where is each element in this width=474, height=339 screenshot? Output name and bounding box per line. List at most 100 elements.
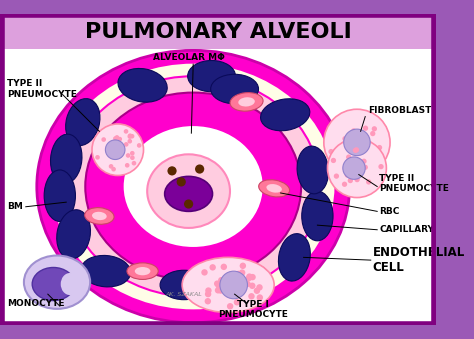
Circle shape (215, 287, 221, 294)
Circle shape (232, 284, 238, 290)
Circle shape (226, 281, 232, 287)
Ellipse shape (57, 210, 91, 259)
Ellipse shape (147, 154, 230, 228)
Ellipse shape (92, 212, 107, 220)
Circle shape (338, 152, 343, 157)
Ellipse shape (111, 145, 128, 155)
Ellipse shape (85, 207, 114, 224)
Circle shape (352, 147, 357, 153)
Ellipse shape (212, 261, 244, 278)
Ellipse shape (118, 68, 167, 102)
Circle shape (356, 163, 361, 169)
Circle shape (363, 165, 368, 170)
Circle shape (128, 134, 132, 139)
Circle shape (355, 155, 361, 160)
Circle shape (351, 163, 356, 169)
Circle shape (372, 126, 377, 132)
Circle shape (344, 129, 370, 156)
Circle shape (219, 285, 226, 292)
Circle shape (195, 164, 204, 174)
Circle shape (345, 172, 350, 178)
Circle shape (117, 152, 122, 157)
Text: AK. SZAKAL: AK. SZAKAL (165, 292, 202, 297)
Circle shape (201, 269, 208, 276)
Circle shape (358, 160, 364, 165)
Ellipse shape (160, 270, 208, 300)
Circle shape (125, 163, 129, 167)
Circle shape (355, 162, 360, 167)
Circle shape (128, 139, 132, 143)
Circle shape (362, 142, 367, 147)
Circle shape (118, 137, 122, 141)
Ellipse shape (32, 267, 74, 301)
Circle shape (177, 177, 186, 186)
Circle shape (126, 153, 130, 158)
Circle shape (352, 143, 357, 148)
Circle shape (355, 136, 360, 141)
Circle shape (234, 299, 240, 305)
Ellipse shape (37, 51, 350, 323)
Circle shape (124, 142, 128, 147)
Circle shape (249, 283, 255, 289)
Circle shape (355, 177, 360, 182)
Circle shape (205, 287, 211, 294)
Circle shape (349, 141, 355, 146)
Ellipse shape (278, 234, 310, 281)
Circle shape (256, 284, 263, 291)
Circle shape (113, 151, 118, 156)
Circle shape (220, 264, 227, 270)
Circle shape (346, 155, 351, 160)
Circle shape (115, 135, 119, 140)
Circle shape (109, 164, 113, 169)
Ellipse shape (103, 140, 136, 159)
Ellipse shape (224, 264, 270, 293)
Circle shape (118, 145, 122, 149)
Ellipse shape (182, 257, 274, 313)
Ellipse shape (261, 99, 310, 131)
Circle shape (354, 159, 359, 164)
Ellipse shape (220, 265, 236, 274)
Circle shape (346, 165, 351, 170)
Circle shape (348, 178, 353, 183)
Circle shape (353, 148, 358, 153)
Circle shape (95, 155, 100, 160)
Text: ENDOTHELIAL
CELL: ENDOTHELIAL CELL (373, 246, 465, 274)
Circle shape (355, 161, 361, 167)
Circle shape (113, 136, 118, 141)
Circle shape (216, 282, 222, 289)
Circle shape (354, 148, 359, 154)
Circle shape (359, 163, 364, 168)
Circle shape (128, 134, 132, 138)
Circle shape (239, 270, 246, 276)
Ellipse shape (85, 93, 301, 280)
Ellipse shape (238, 97, 255, 106)
Circle shape (353, 131, 358, 136)
Circle shape (254, 287, 260, 294)
Text: TYPE II
PNEUMOCYTE: TYPE II PNEUMOCYTE (379, 174, 449, 194)
Circle shape (234, 279, 240, 285)
Text: BM: BM (8, 202, 23, 211)
Circle shape (130, 151, 135, 156)
Circle shape (373, 151, 379, 157)
Ellipse shape (61, 273, 79, 295)
Circle shape (218, 277, 225, 283)
Circle shape (328, 149, 334, 154)
Circle shape (331, 150, 336, 155)
Circle shape (324, 109, 390, 176)
Circle shape (227, 303, 233, 310)
Circle shape (124, 129, 128, 134)
Circle shape (111, 167, 116, 172)
Circle shape (342, 136, 347, 141)
Circle shape (351, 128, 356, 134)
Circle shape (347, 153, 353, 159)
Text: PULMONARY ALVEOLI: PULMONARY ALVEOLI (85, 22, 351, 42)
Circle shape (353, 167, 358, 173)
Ellipse shape (51, 134, 82, 184)
Ellipse shape (230, 93, 263, 111)
Ellipse shape (65, 99, 100, 146)
Circle shape (228, 287, 235, 294)
Circle shape (246, 274, 253, 280)
Circle shape (205, 291, 211, 297)
Ellipse shape (259, 180, 290, 197)
Circle shape (256, 294, 263, 301)
